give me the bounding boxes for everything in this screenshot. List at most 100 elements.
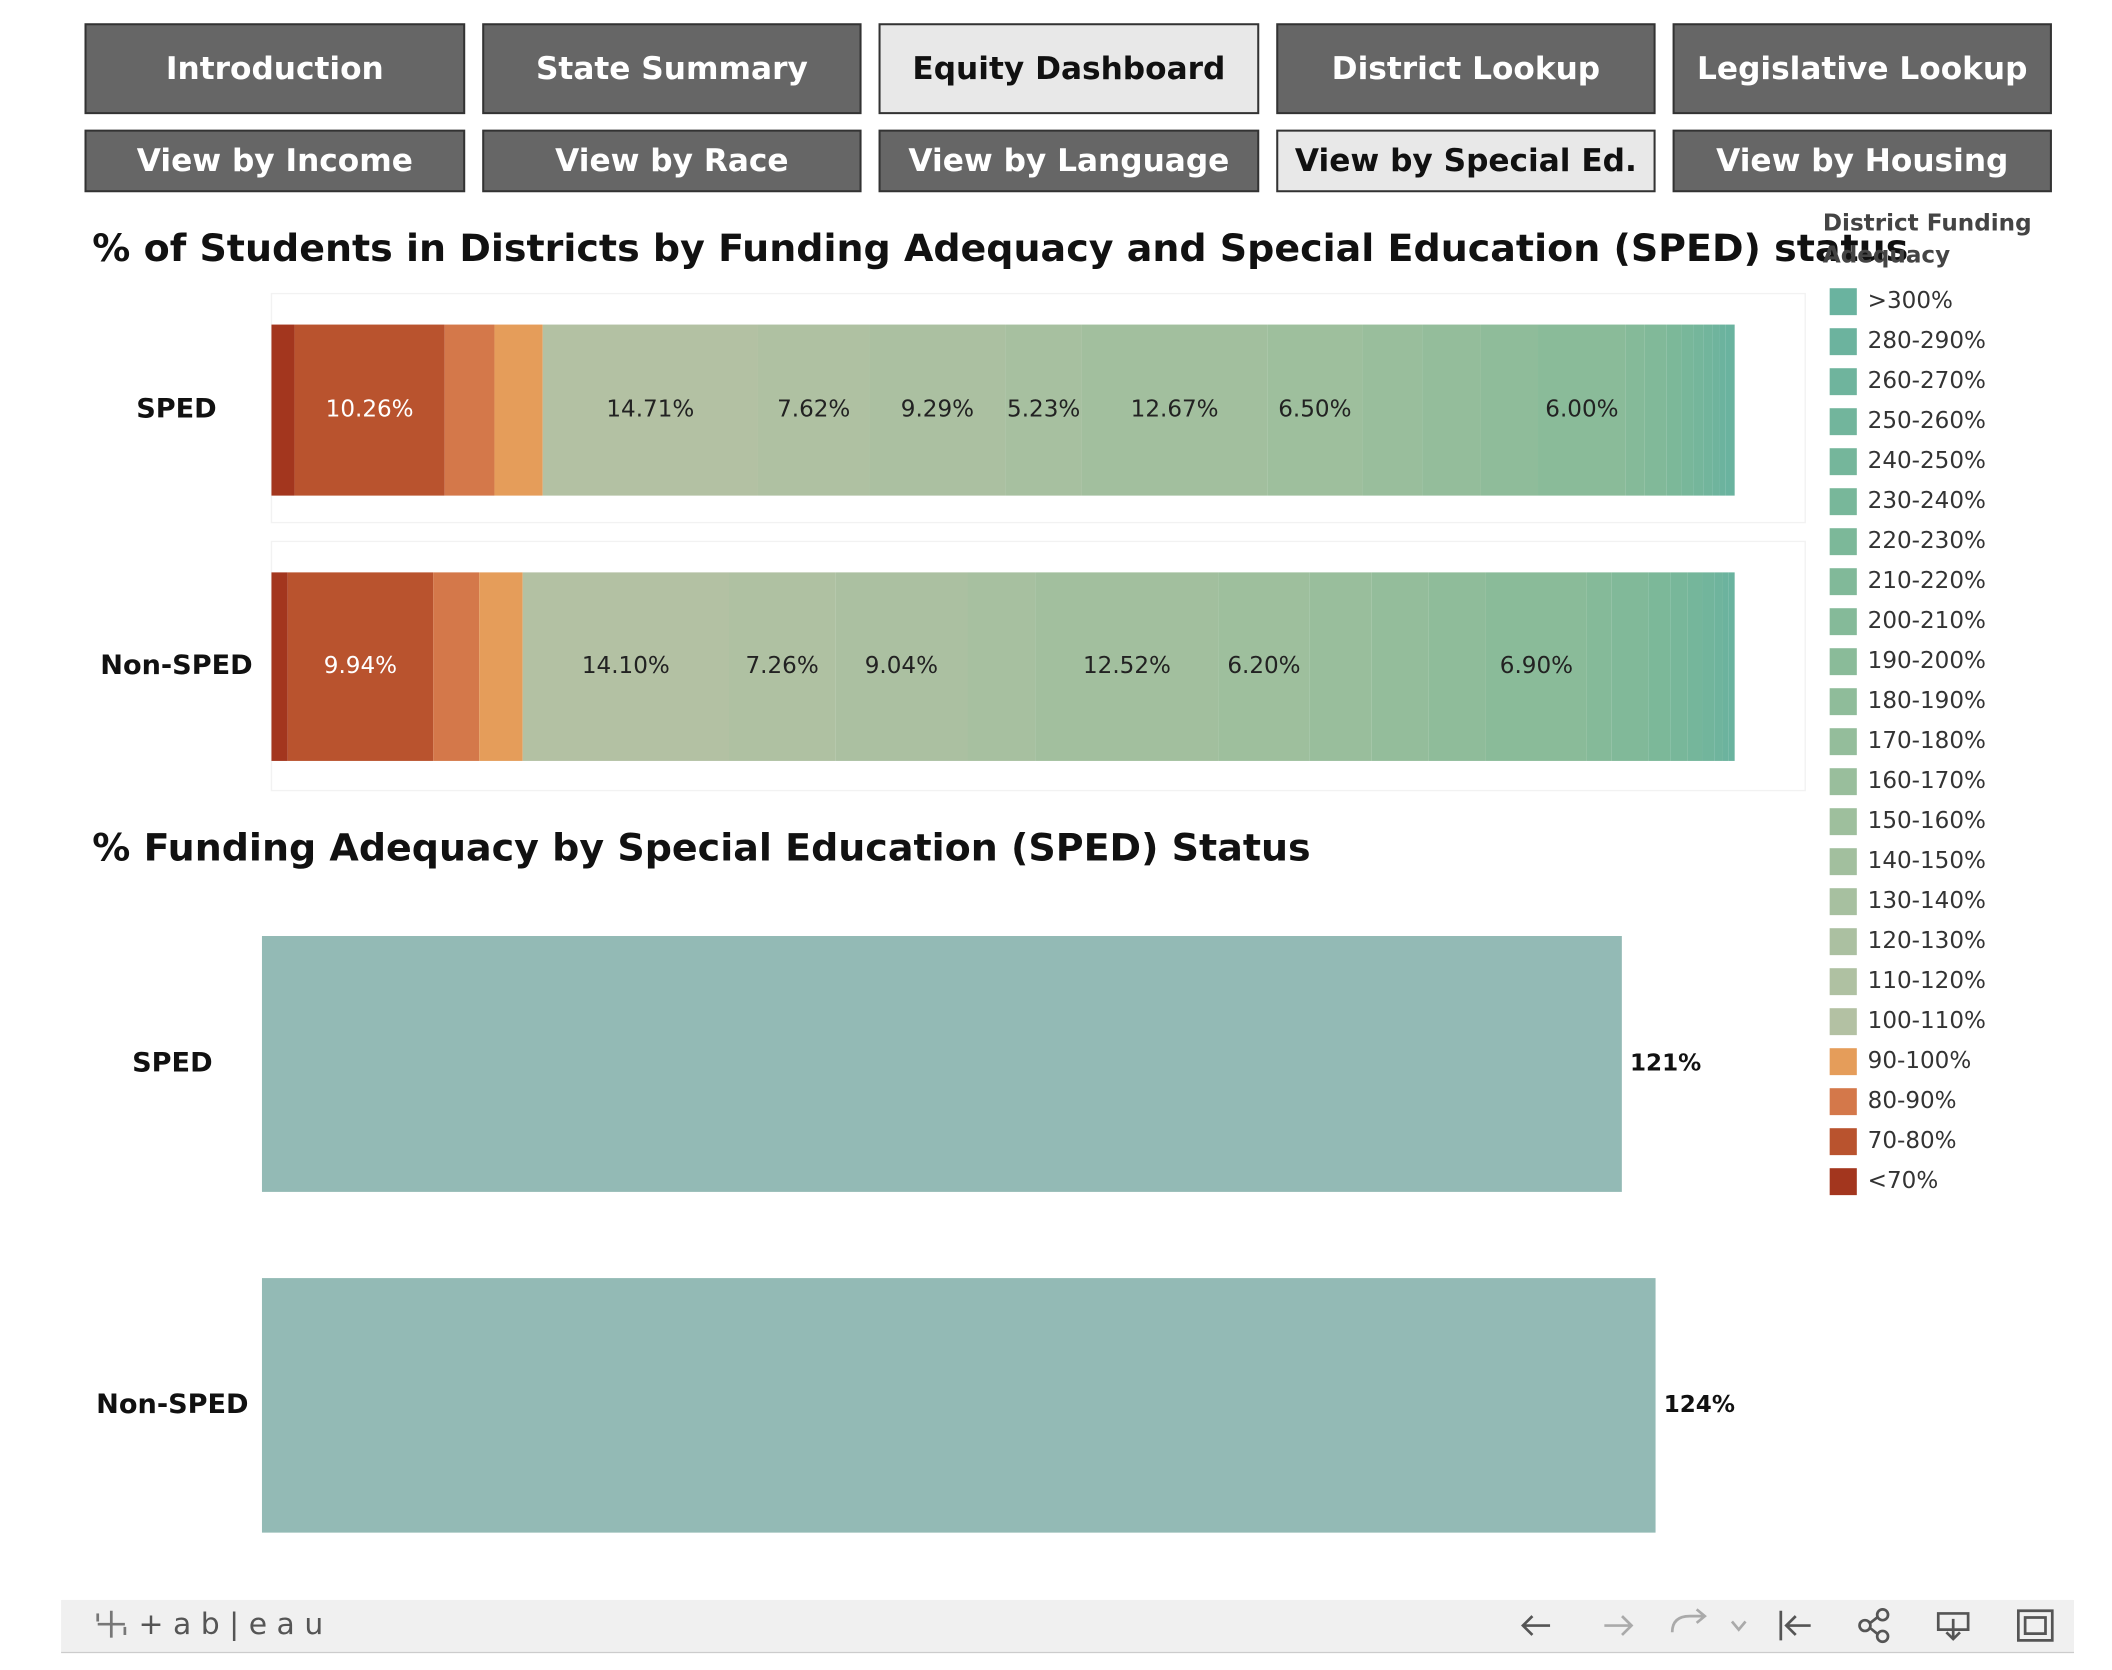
- chart-title: % of Students in Districts by Funding Ad…: [92, 226, 1908, 270]
- legend-label: 180-190%: [1868, 688, 1986, 714]
- nav-button-label[interactable]: Introduction: [166, 51, 384, 87]
- legend-label: 220-230%: [1868, 528, 1986, 554]
- bar-segment: [1428, 572, 1486, 761]
- legend-label: <70%: [1868, 1168, 1939, 1194]
- bar-segment: [542, 324, 758, 496]
- bar-segment: [1625, 324, 1645, 496]
- legend-label: 120-130%: [1868, 928, 1986, 954]
- legend-swatch: [1829, 928, 1857, 956]
- nav-button[interactable]: [482, 23, 862, 115]
- bar-segment: [433, 572, 480, 761]
- legend-label: 110-120%: [1868, 968, 1986, 994]
- legend-label: 260-270%: [1868, 368, 1986, 394]
- legend-swatch: [1829, 888, 1857, 916]
- nav-button-label[interactable]: Equity Dashboard: [912, 51, 1225, 87]
- bar-segment: [1035, 572, 1219, 761]
- legend-label: 100-110%: [1868, 1008, 1986, 1034]
- nav-button[interactable]: [878, 23, 1260, 115]
- bar-segment: [294, 324, 445, 496]
- bar-segment: [1480, 324, 1539, 496]
- bar-segment: [1081, 324, 1268, 496]
- bar-segment: [271, 572, 288, 761]
- nav-button[interactable]: [84, 23, 466, 115]
- legend-swatch: [1829, 1088, 1857, 1116]
- legend-label: 250-260%: [1868, 408, 1986, 434]
- bar-segment: [494, 324, 543, 496]
- legend-label: >300%: [1868, 288, 1953, 314]
- nav-button[interactable]: [878, 129, 1260, 193]
- data-label: 124%: [1664, 1392, 1735, 1418]
- legend-label: 280-290%: [1868, 328, 1986, 354]
- bar-segment: [1719, 324, 1726, 496]
- data-label: 6.00%: [1545, 397, 1618, 423]
- bar-segment: [1586, 572, 1612, 761]
- bar-segment: [1485, 572, 1587, 761]
- legend-swatch: [1829, 488, 1857, 516]
- legend-swatch: [1829, 768, 1857, 796]
- legend-swatch: [1829, 968, 1857, 996]
- nav-button-label[interactable]: District Lookup: [1332, 51, 1600, 87]
- bar-segment: [729, 572, 836, 761]
- legend-swatch: [1829, 328, 1857, 356]
- legend-swatch: [1829, 368, 1857, 396]
- bar-segment: [1681, 324, 1694, 496]
- bar-segment: [1309, 572, 1372, 761]
- legend-title-box: District Funding Adequacy: [1823, 210, 2032, 269]
- category-label: SPED: [132, 1048, 212, 1079]
- nav-button-label[interactable]: Legislative Lookup: [1697, 51, 2027, 87]
- data-label: 10.26%: [326, 397, 414, 423]
- bar-segment: [869, 324, 1006, 496]
- legend-label: 230-240%: [1868, 488, 1986, 514]
- bar-segment: [271, 324, 295, 496]
- legend-swatch: [1829, 568, 1857, 596]
- legend-label: 160-170%: [1868, 768, 1986, 794]
- nav-button[interactable]: [1672, 23, 2052, 115]
- bar-segment: [1666, 324, 1682, 496]
- legend-label: 190-200%: [1868, 648, 1986, 674]
- legend-swatch: [1829, 808, 1857, 836]
- legend-swatch: [1829, 1048, 1857, 1076]
- legend-swatch: [1829, 1128, 1857, 1156]
- legend-label: 200-210%: [1868, 608, 1986, 634]
- legend-swatch: [1829, 1168, 1857, 1196]
- nav-button[interactable]: [1276, 23, 1656, 115]
- data-label: 12.67%: [1131, 397, 1219, 423]
- nav-button[interactable]: [1672, 129, 2052, 193]
- tableau-brand: + a b | e a u: [138, 1607, 323, 1642]
- legend-label: 70-80%: [1868, 1128, 1957, 1154]
- bar-segment: [1728, 572, 1735, 761]
- bar-segment: [1693, 324, 1704, 496]
- data-label: 5.23%: [1007, 397, 1080, 423]
- legend-label: 90-100%: [1868, 1048, 1972, 1074]
- legend-swatch: [1829, 1008, 1857, 1036]
- nav-button[interactable]: [84, 129, 466, 193]
- bar-segment: [1362, 324, 1423, 496]
- toolbar-icons[interactable]: [1521, 1608, 2054, 1644]
- nav-button[interactable]: [482, 129, 862, 193]
- chart-title: % Funding Adequacy by Special Education …: [92, 825, 1310, 869]
- bar-segment: [1648, 572, 1671, 761]
- nav-button-label[interactable]: View by Special Ed.: [1295, 143, 1637, 179]
- nav-button-label[interactable]: View by Race: [555, 143, 788, 179]
- nav-button-label[interactable]: State Summary: [536, 51, 808, 87]
- legend-label: 150-160%: [1868, 808, 1986, 834]
- bar-segment: [444, 324, 495, 496]
- bar-segment: [967, 572, 1036, 761]
- legend-label: 240-250%: [1868, 448, 1986, 474]
- bar: [261, 936, 1622, 1192]
- data-label: 9.04%: [865, 653, 938, 679]
- data-label: 14.71%: [606, 397, 694, 423]
- data-label: 6.20%: [1227, 653, 1300, 679]
- category-label: Non-SPED: [100, 650, 252, 681]
- nav-button-label[interactable]: View by Language: [908, 143, 1229, 179]
- nav-button[interactable]: [1276, 129, 1656, 193]
- nav-button-label[interactable]: View by Income: [137, 143, 413, 179]
- legend-label: 210-220%: [1868, 568, 1986, 594]
- tableau-logo-icon: [96, 1610, 127, 1638]
- bar-segment: [1712, 324, 1720, 496]
- bar-segment: [1687, 572, 1703, 761]
- bar-segment: [1702, 572, 1715, 761]
- nav-button-label[interactable]: View by Housing: [1716, 143, 2008, 179]
